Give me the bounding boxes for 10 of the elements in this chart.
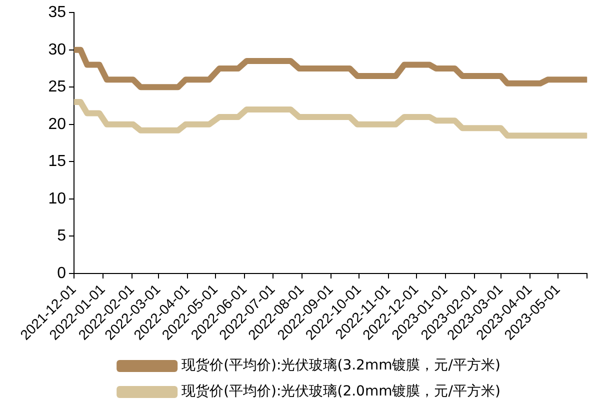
- legend-label: 现货价(平均价):光伏玻璃(3.2mm镀膜，元/平方米): [182, 358, 500, 374]
- y-tick-label: 5: [57, 228, 66, 245]
- y-tick-label: 10: [48, 190, 66, 208]
- y-tick-label: 0: [57, 264, 66, 282]
- legend-label: 现货价(平均价):光伏玻璃(2.0mm镀膜，元/平方米): [182, 384, 500, 400]
- y-tick-label: 20: [48, 116, 66, 133]
- y-tick-label: 25: [48, 78, 66, 96]
- y-tick-label: 35: [48, 4, 66, 22]
- y-tick-label: 15: [48, 153, 66, 170]
- y-tick-label: 30: [48, 41, 66, 58]
